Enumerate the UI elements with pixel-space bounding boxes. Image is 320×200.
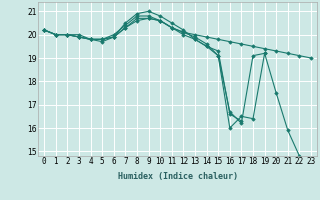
X-axis label: Humidex (Indice chaleur): Humidex (Indice chaleur) bbox=[118, 172, 238, 181]
